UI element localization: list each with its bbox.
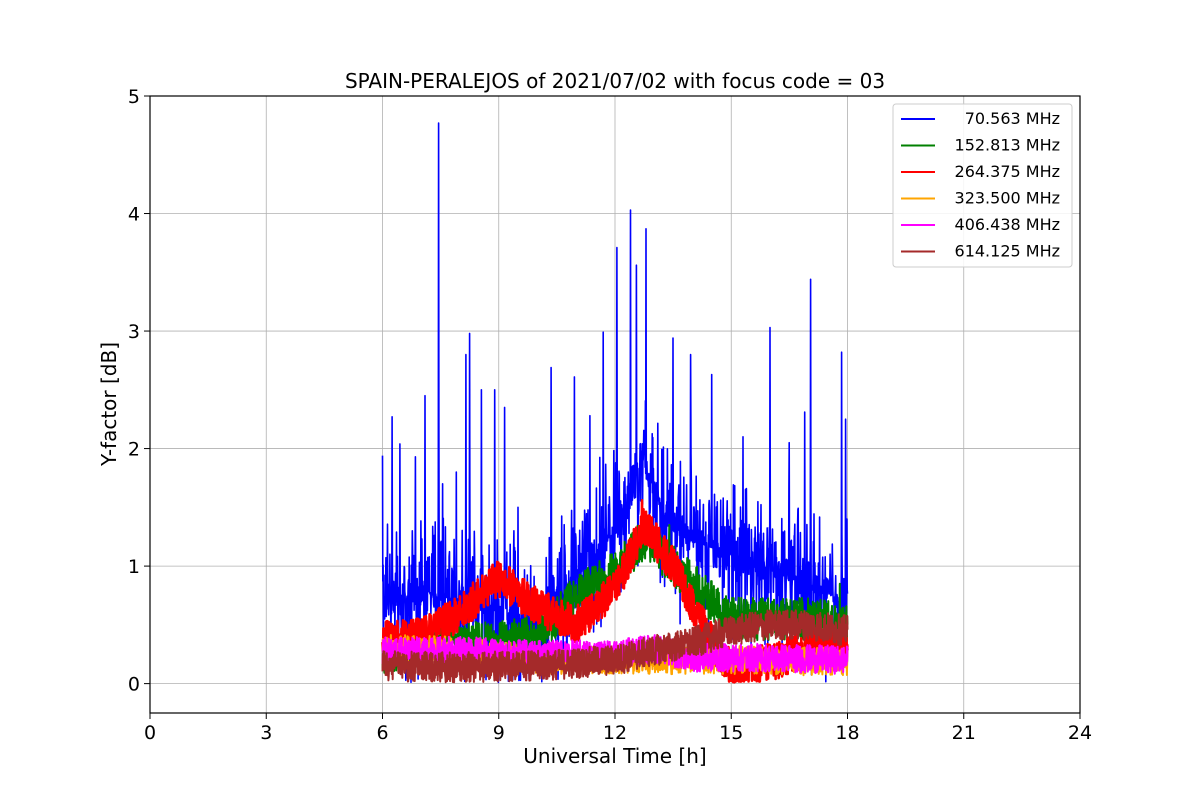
x-tick-label: 12 [603,722,627,744]
legend-label: 152.813 MHz [955,136,1060,155]
legend-label: 323.500 MHz [955,189,1060,208]
x-tick-label: 3 [260,722,272,744]
y-tick-label: 5 [128,86,140,108]
legend: 70.563 MHz 152.813 MHz 264.375 MHz 323.500 … [892,103,1073,268]
y-tick-label: 1 [128,556,140,578]
x-tick-label: 0 [144,722,156,744]
series-layer [381,122,849,684]
series-line-70-563-mhz [381,122,849,684]
x-axis-label: Universal Time [h] [523,744,706,768]
y-tick-label: 0 [128,674,140,696]
x-tick-label: 15 [719,722,743,744]
x-tick-label: 21 [952,722,976,744]
x-tick-label: 24 [1068,722,1092,744]
legend-frame [892,103,1073,268]
x-tick-label: 9 [493,722,505,744]
y-tick-label: 3 [128,321,140,343]
series-line-614-125-mhz [381,609,849,684]
legend-label: 264.375 MHz [955,162,1060,181]
y-axis-label: Y-factor [dB] [97,342,121,467]
legend-label: 614.125 MHz [955,242,1060,261]
y-tick-label: 4 [128,204,140,226]
x-tick-label: 18 [835,722,859,744]
y-tick-label: 2 [128,439,140,461]
legend-label: 70.563 MHz [965,109,1060,128]
legend-label: 406.438 MHz [955,215,1060,234]
chart-title: SPAIN-PERALEJOS of 2021/07/02 with focus… [345,69,885,93]
x-tick-label: 6 [376,722,388,744]
